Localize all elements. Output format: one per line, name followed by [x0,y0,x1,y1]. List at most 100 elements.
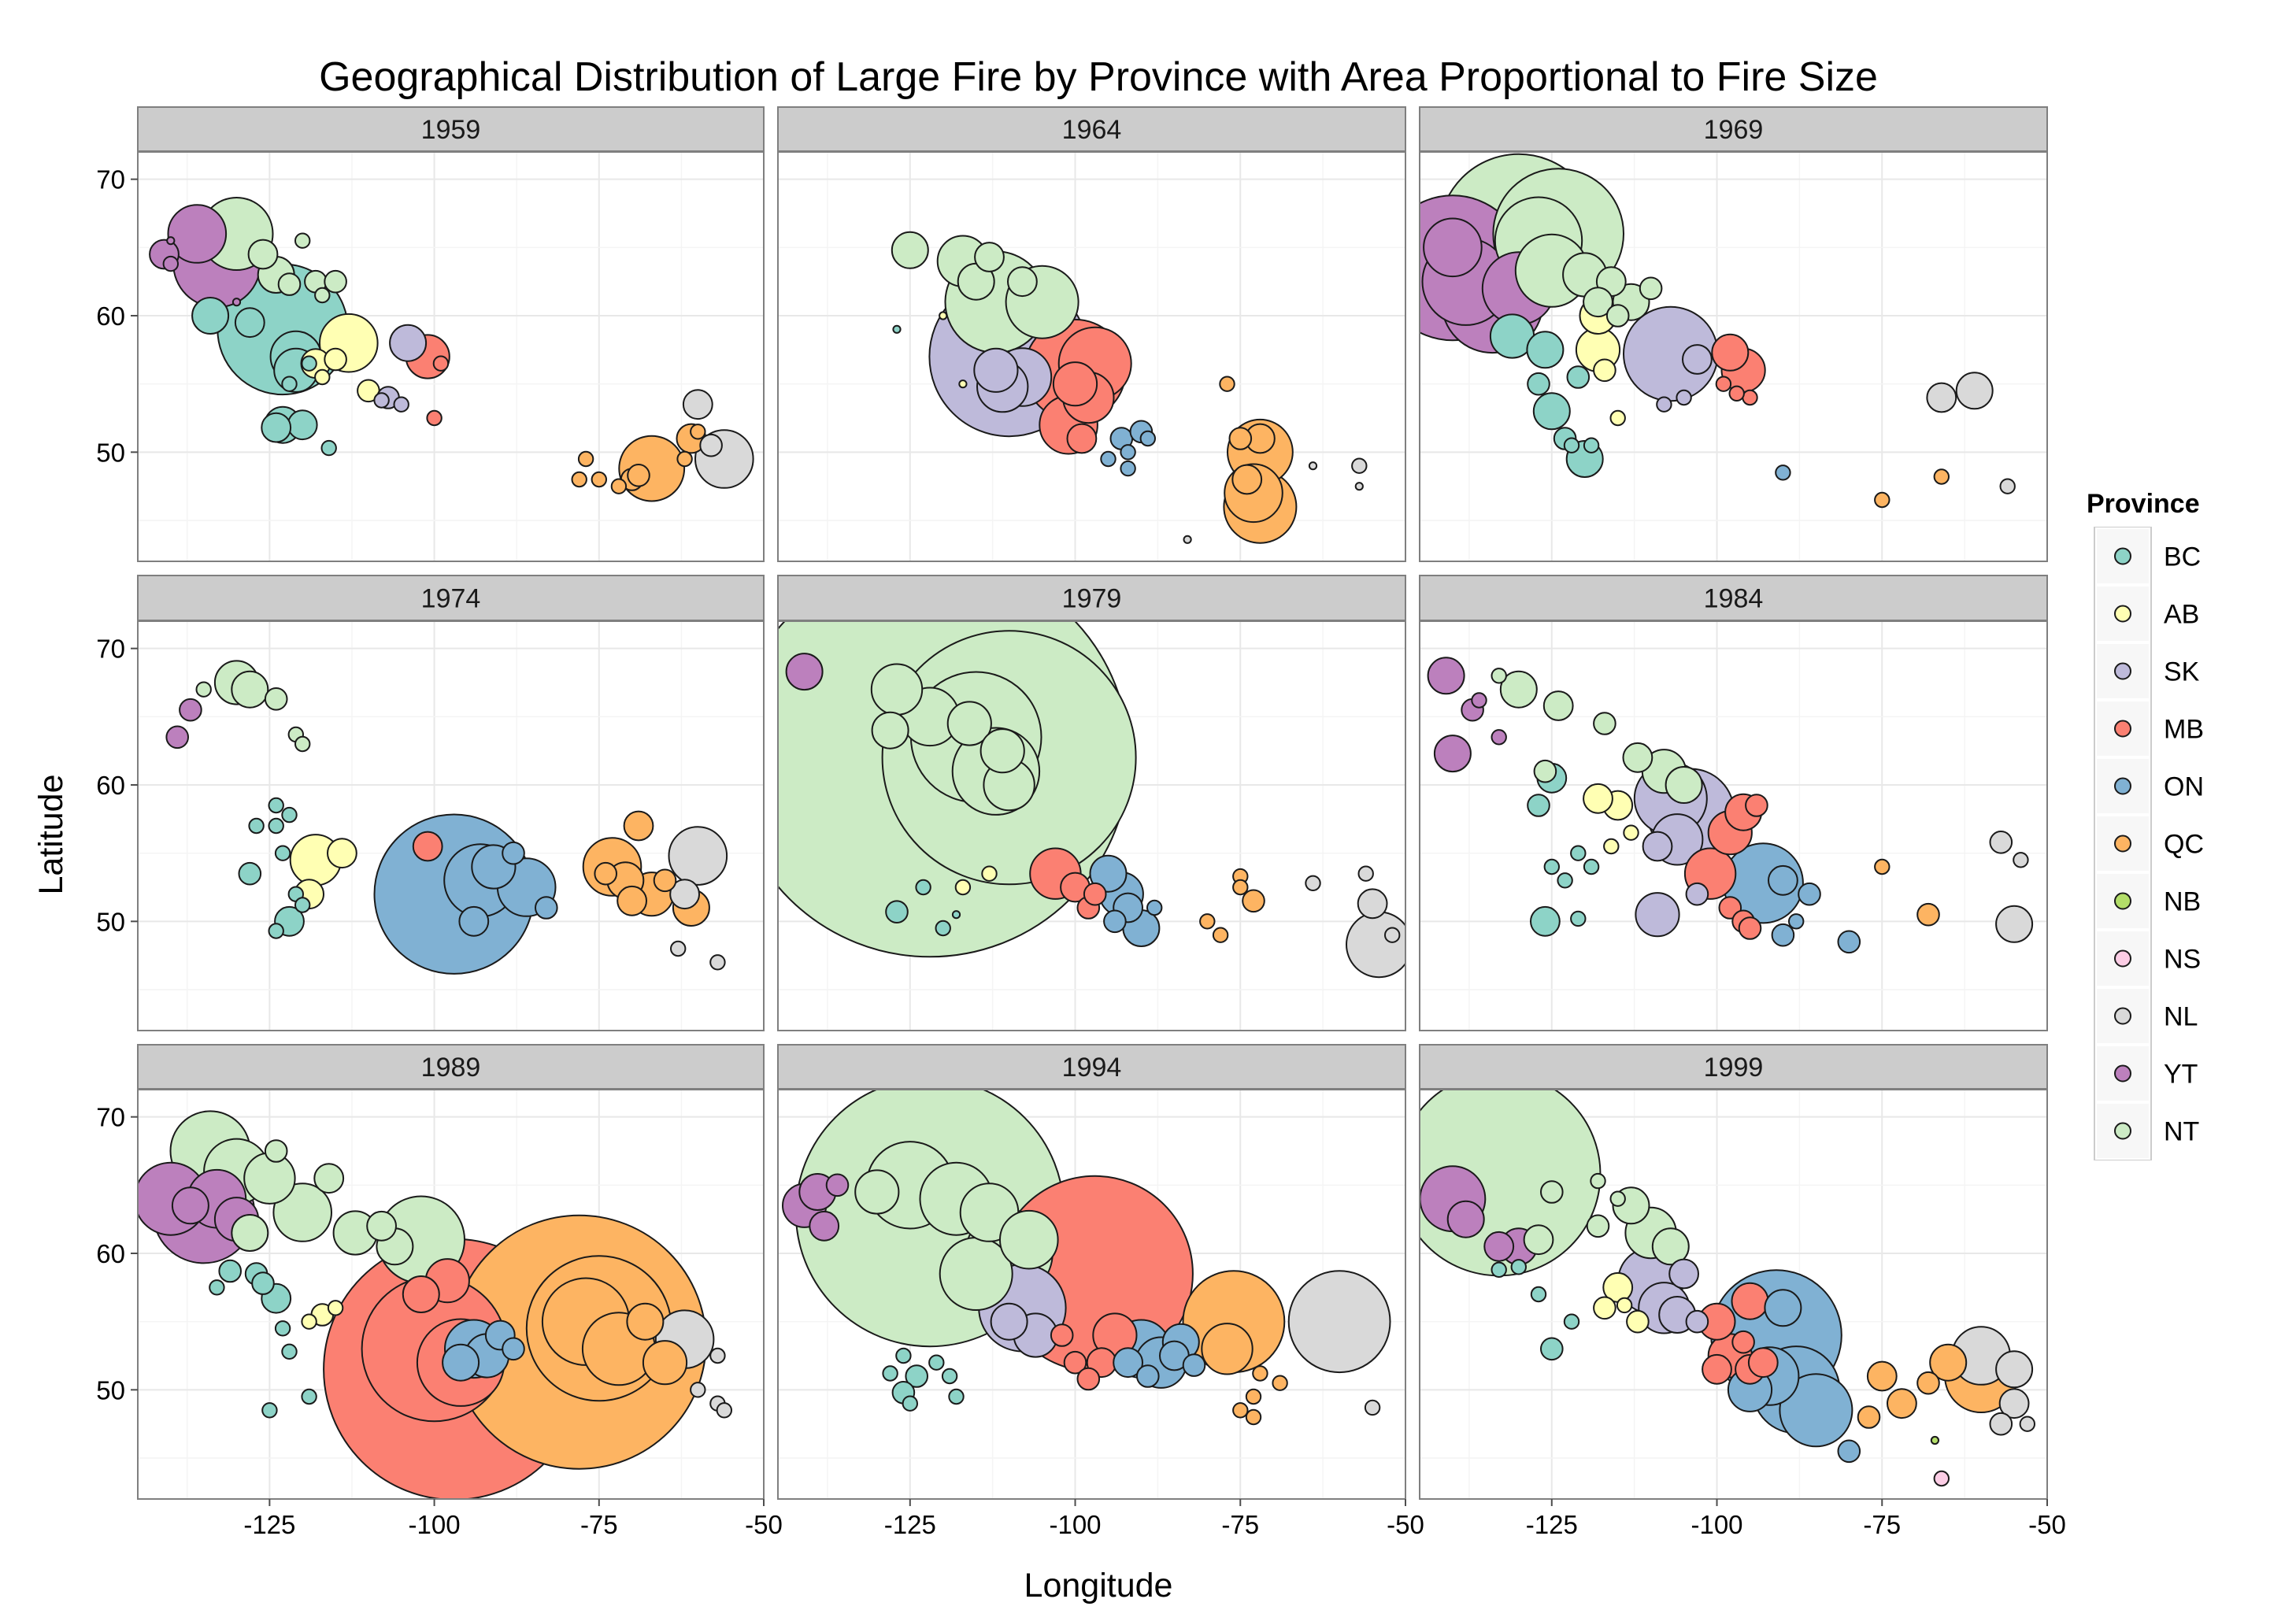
y-tick-label: 50 [96,438,125,467]
fire-point-ab [1583,783,1613,814]
fire-point-nt [1523,1224,1554,1256]
fire-point-nl [1989,831,2013,854]
fire-point-nt [324,269,347,294]
fire-point-sk [389,324,428,362]
fire-point-qc [626,1302,665,1341]
fire-point-nl [1364,1399,1381,1416]
fire-point-nt [1651,1227,1690,1266]
fire-point-qc [676,450,693,468]
legend-label: NT [2164,1117,2199,1147]
panel-border [1419,1089,2048,1500]
fire-point-nt [1605,304,1630,328]
fire-point-qc [1857,1405,1881,1429]
fire-point-nt [313,1163,345,1194]
facet-strip [1419,1044,2048,1090]
fire-point-sk [1685,1309,1709,1334]
fire-point-on [1139,430,1157,447]
fire-point-bc [1563,1313,1580,1330]
fire-point-sk [1668,1258,1700,1290]
legend-label: ON [2164,772,2204,802]
fire-point-on [1779,1373,1853,1448]
fire-point-bc [1530,905,1561,937]
legend-key-qc [2114,835,2131,853]
facet-strip-label: 1994 [1062,1053,1122,1083]
fire-point-yt [1471,692,1487,709]
panel-points [782,1090,1391,1426]
fire-point-on [1775,464,1791,481]
x-axis-title: Longitude [1024,1567,1173,1604]
fire-point-bc [892,324,902,334]
legend-label: NL [2164,1002,2198,1032]
fire-point-ab [1603,838,1620,855]
facet-panel-1979: 1979 [777,575,1406,1031]
fire-point-nt [1533,759,1557,783]
panel-border [1419,620,2048,1031]
fire-point-bc [268,923,284,939]
fire-point-nt [366,1210,398,1242]
fire-point-qc [1916,902,1940,927]
fire-point-yt [1433,735,1472,773]
fire-point-bc [274,1320,291,1337]
fire-point-yt [162,255,180,272]
x-tick-label: -100 [1691,1510,1742,1539]
panel-points [778,621,1405,979]
fire-point-bc [274,845,291,861]
fire-point-mb [426,409,443,427]
fire-point-on [1120,460,1136,477]
fire-point-bc [1583,437,1600,453]
legend-label: NS [2164,945,2201,975]
legend-label: BC [2164,542,2201,572]
fire-point-bc [1527,372,1550,396]
legend-key-mb [2114,720,2131,738]
fire-point-bc [941,1368,958,1385]
fire-point-qc [594,861,618,886]
fire-point-nl [1308,461,1318,471]
fire-point-bc [238,861,262,886]
fire-point-ab [958,379,968,389]
fire-point-ab [314,368,331,386]
fire-point-nt [974,242,1005,272]
fire-point-yt [231,298,242,307]
fire-point-nt [1586,1214,1610,1238]
fire-point-qc [1231,464,1263,495]
fire-point-nl [669,879,700,910]
fire-point-nt [871,711,909,749]
fire-point-on [502,1337,525,1361]
x-tick-label: -50 [745,1510,783,1539]
facet-strip [137,1044,765,1090]
fire-point-nl [1305,875,1321,892]
fire-point-nl [1926,382,1957,413]
y-tick-label: 60 [96,1239,125,1268]
legend-key-on [2114,777,2131,795]
fire-point-qc [1219,376,1235,392]
facet-strip [777,106,1406,152]
fire-point-nt [870,663,924,716]
facet-strip [137,106,765,152]
panel-border [777,620,1406,1031]
fire-point-ab [939,311,948,320]
fire-point-bc [1570,910,1587,927]
facet-panels: 1959 1964 1969 1974 1979 1984 1989 1994 1999 [137,106,2048,1500]
legend-key-nt [2114,1122,2131,1140]
fire-point-ab [1616,1297,1633,1314]
fire-point-qc [1272,1375,1288,1391]
fire-point-mb [412,831,443,862]
panel-points [149,197,754,502]
fire-point-qc [627,464,650,487]
fire-point-sk [1635,892,1680,938]
y-tick-label: 70 [96,1103,125,1132]
fire-point-mb [1063,1350,1087,1375]
fire-point-ab [327,1300,344,1316]
fire-point-ab [1626,1309,1650,1334]
fire-point-yt [825,1173,850,1197]
panel-grid [138,152,765,561]
fire-point-nl [716,1402,732,1419]
fire-point-qc [1933,468,1950,485]
fire-point-nt [980,728,1025,774]
fire-point-nt [1593,712,1616,735]
fire-point-nt [247,239,279,270]
fire-point-qc [623,810,654,842]
panel-grid [1420,621,2048,1031]
fire-point-mb [1702,1353,1732,1385]
